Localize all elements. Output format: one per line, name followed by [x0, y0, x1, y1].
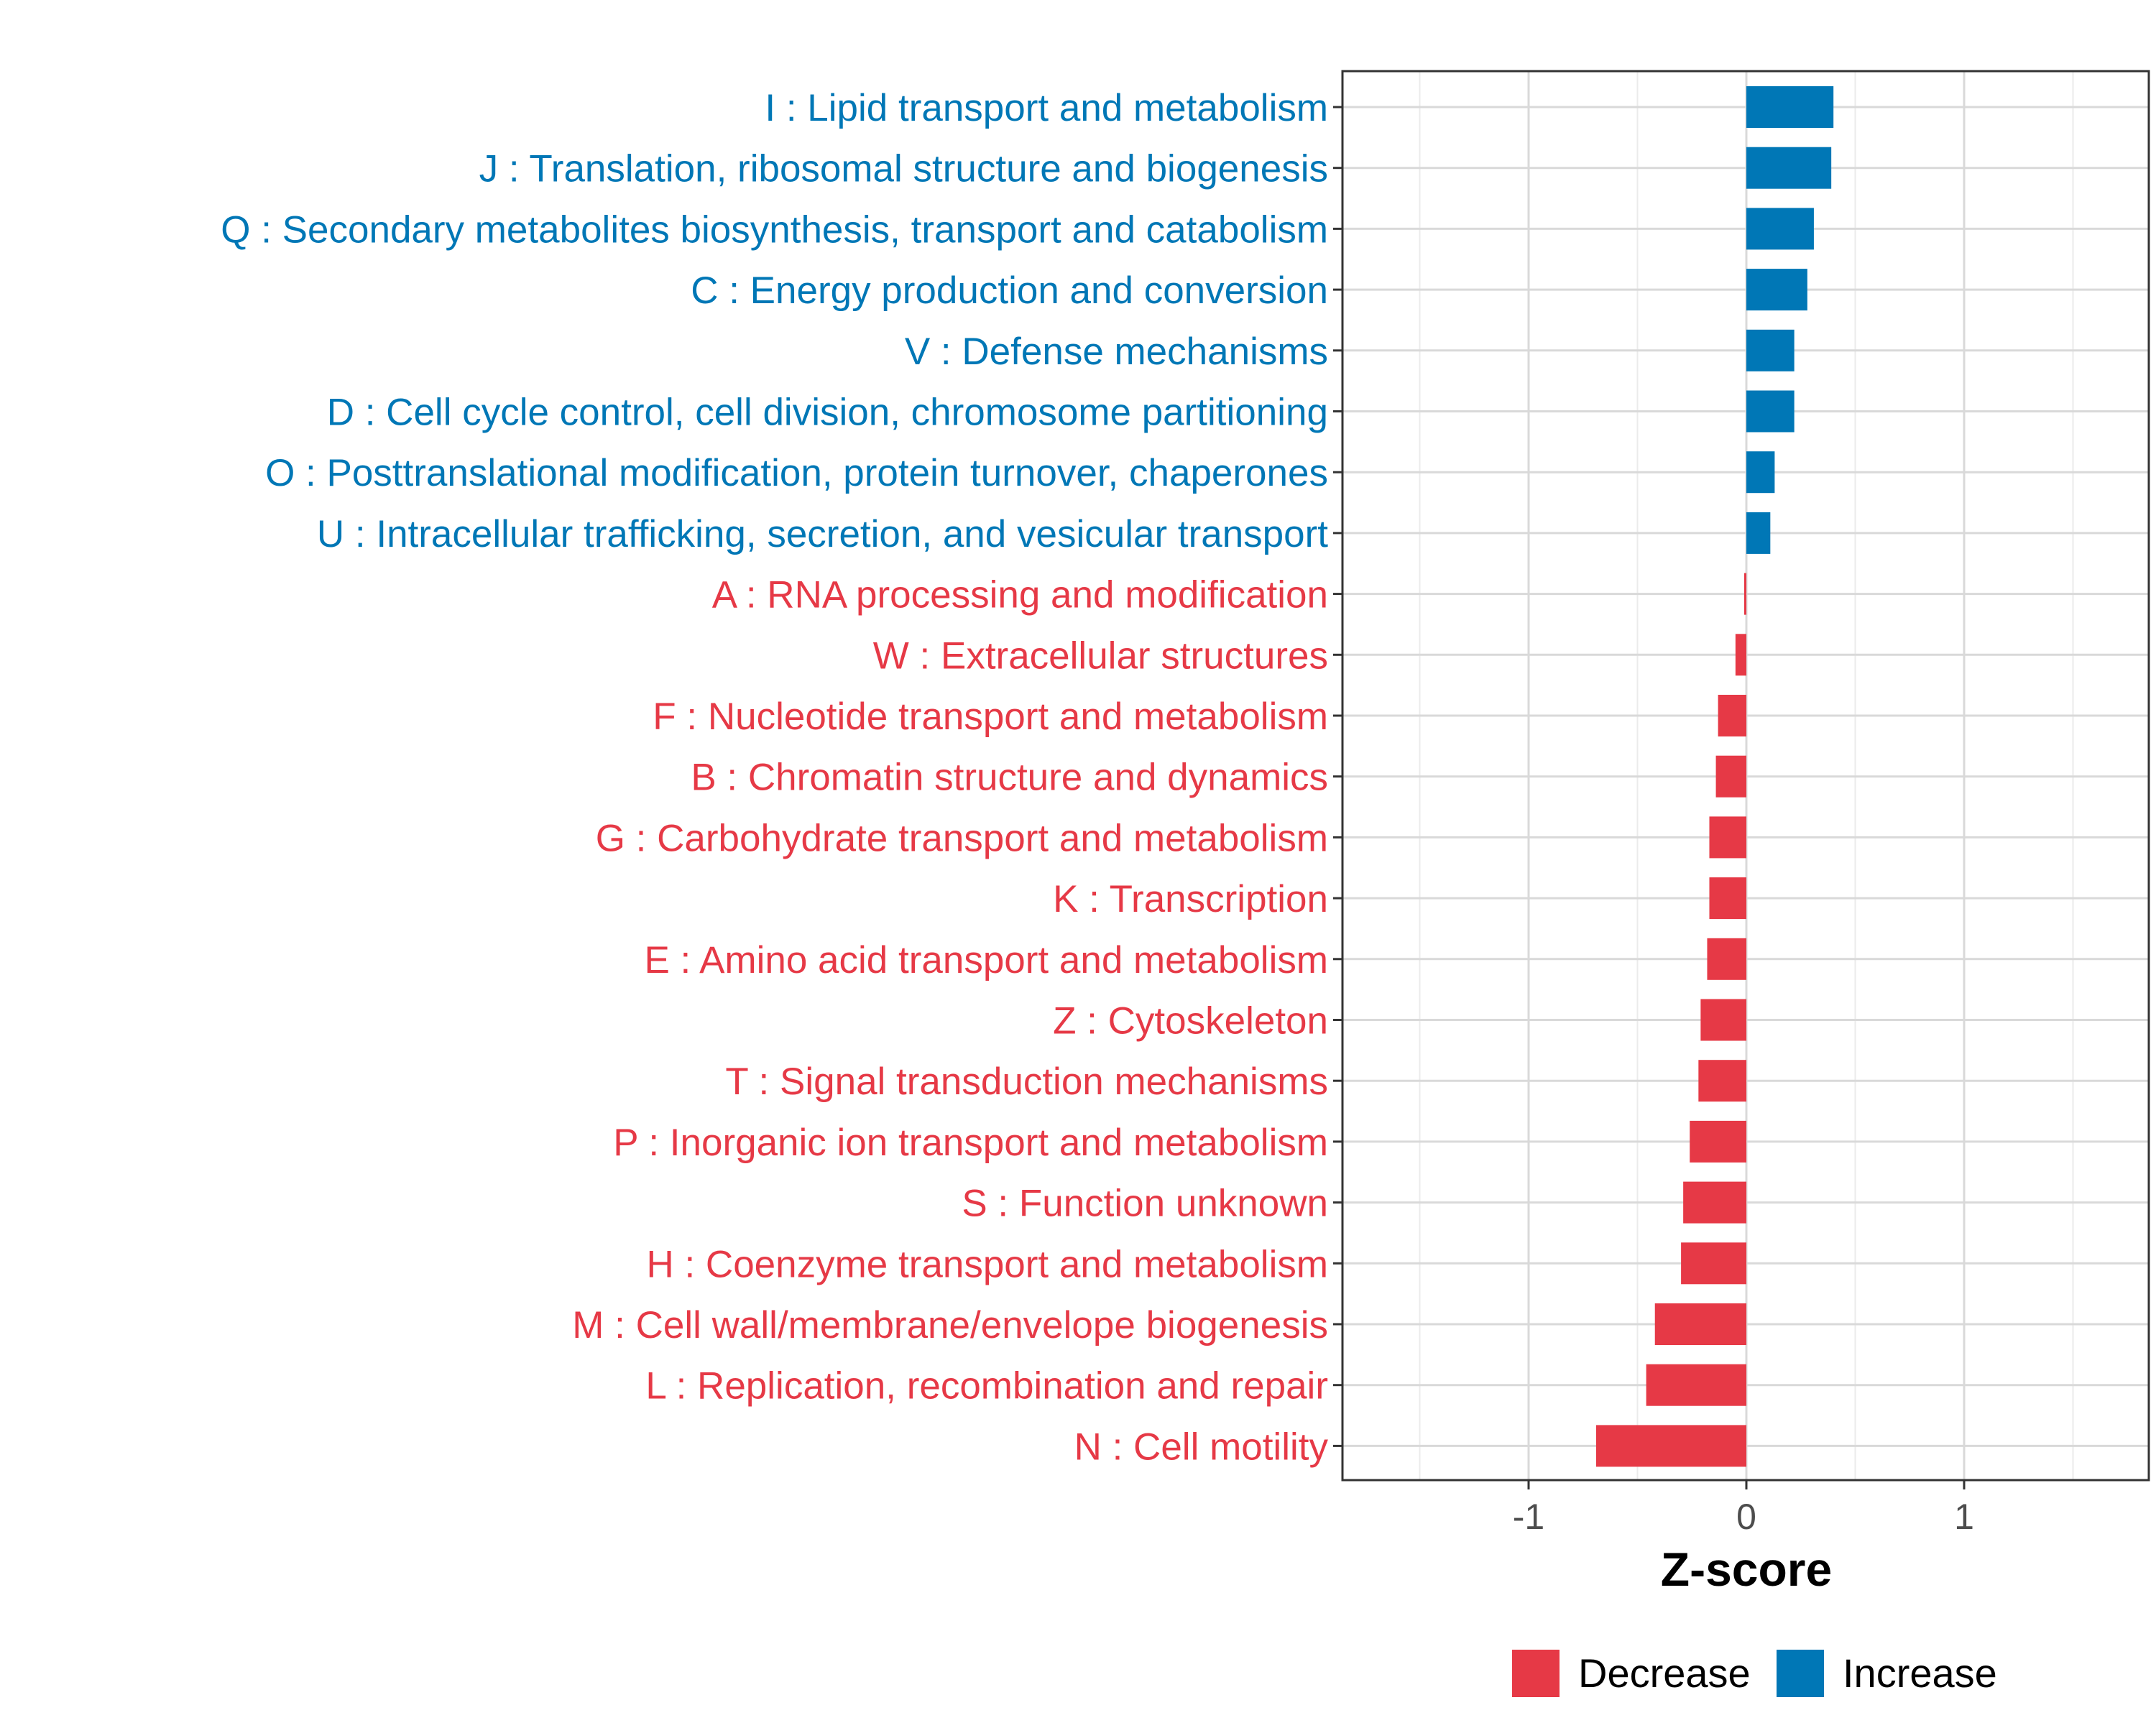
category-label: D : Cell cycle control, cell division, c… — [327, 392, 1328, 434]
category-label: V : Defense mechanisms — [905, 331, 1328, 373]
category-label: C : Energy production and conversion — [691, 269, 1328, 312]
category-label: Q : Secondary metabolites biosynthesis, … — [221, 208, 1328, 251]
bar — [1683, 1181, 1746, 1224]
x-axis-title: Z-score — [1661, 1543, 1832, 1596]
bar — [1746, 451, 1775, 494]
category-label: F : Nucleotide transport and metabolism — [653, 696, 1328, 738]
bar — [1690, 1120, 1746, 1163]
bar — [1746, 86, 1834, 128]
bar — [1707, 938, 1746, 980]
category-label: H : Coenzyme transport and metabolism — [646, 1243, 1328, 1285]
bar — [1646, 1364, 1746, 1406]
x-tick-label: 0 — [1736, 1497, 1756, 1537]
category-label: B : Chromatin structure and dynamics — [691, 757, 1328, 799]
y-axis-ticks — [1333, 106, 1342, 1447]
category-label: I : Lipid transport and metabolism — [765, 87, 1328, 129]
legend: Decrease Increase — [1512, 1650, 1997, 1697]
bar — [1700, 999, 1746, 1041]
category-label: P : Inorganic ion transport and metaboli… — [613, 1122, 1328, 1164]
bar — [1735, 634, 1746, 676]
bar — [1698, 1060, 1746, 1102]
category-label: O : Posttranslational modification, prot… — [265, 452, 1328, 494]
category-label: T : Signal transduction mechanisms — [725, 1061, 1328, 1103]
category-label: E : Amino acid transport and metabolism — [644, 939, 1328, 981]
bar — [1743, 573, 1746, 615]
category-label: L : Replication, recombination and repai… — [645, 1365, 1328, 1408]
category-label: Z : Cytoskeleton — [1053, 1000, 1328, 1043]
legend-swatch — [1512, 1650, 1560, 1697]
category-label: J : Translation, ribosomal structure and… — [479, 148, 1328, 190]
category-label: S : Function unknown — [962, 1183, 1328, 1225]
bar — [1746, 329, 1795, 371]
bar — [1746, 147, 1832, 189]
legend-label: Decrease — [1578, 1650, 1751, 1696]
bar — [1681, 1242, 1746, 1285]
bar — [1746, 512, 1771, 554]
category-label: G : Carbohydrate transport and metabolis… — [596, 817, 1328, 859]
x-axis-ticks: -1 0 1 — [1513, 1480, 1974, 1537]
category-label: K : Transcription — [1053, 878, 1328, 920]
bar — [1709, 816, 1746, 859]
bar — [1746, 269, 1807, 311]
x-tick-label: -1 — [1513, 1497, 1544, 1537]
x-tick-label: 1 — [1954, 1497, 1974, 1537]
bar — [1715, 755, 1746, 798]
bar — [1718, 695, 1746, 736]
bar — [1654, 1303, 1746, 1345]
legend-label: Increase — [1843, 1650, 1997, 1696]
category-label: N : Cell motility — [1074, 1426, 1329, 1468]
bar — [1746, 390, 1795, 433]
category-label: M : Cell wall/membrane/envelope biogenes… — [572, 1304, 1328, 1346]
y-axis-labels: I : Lipid transport and metabolism J : Tr… — [221, 87, 1328, 1468]
bar — [1746, 208, 1814, 250]
category-label: U : Intracellular trafficking, secretion… — [317, 513, 1328, 555]
bars — [1595, 86, 1834, 1467]
bar — [1709, 877, 1746, 920]
legend-swatch — [1777, 1650, 1824, 1697]
category-label: W : Extracellular structures — [873, 634, 1328, 677]
category-label: A : RNA processing and modification — [712, 574, 1328, 616]
bar — [1595, 1425, 1746, 1467]
